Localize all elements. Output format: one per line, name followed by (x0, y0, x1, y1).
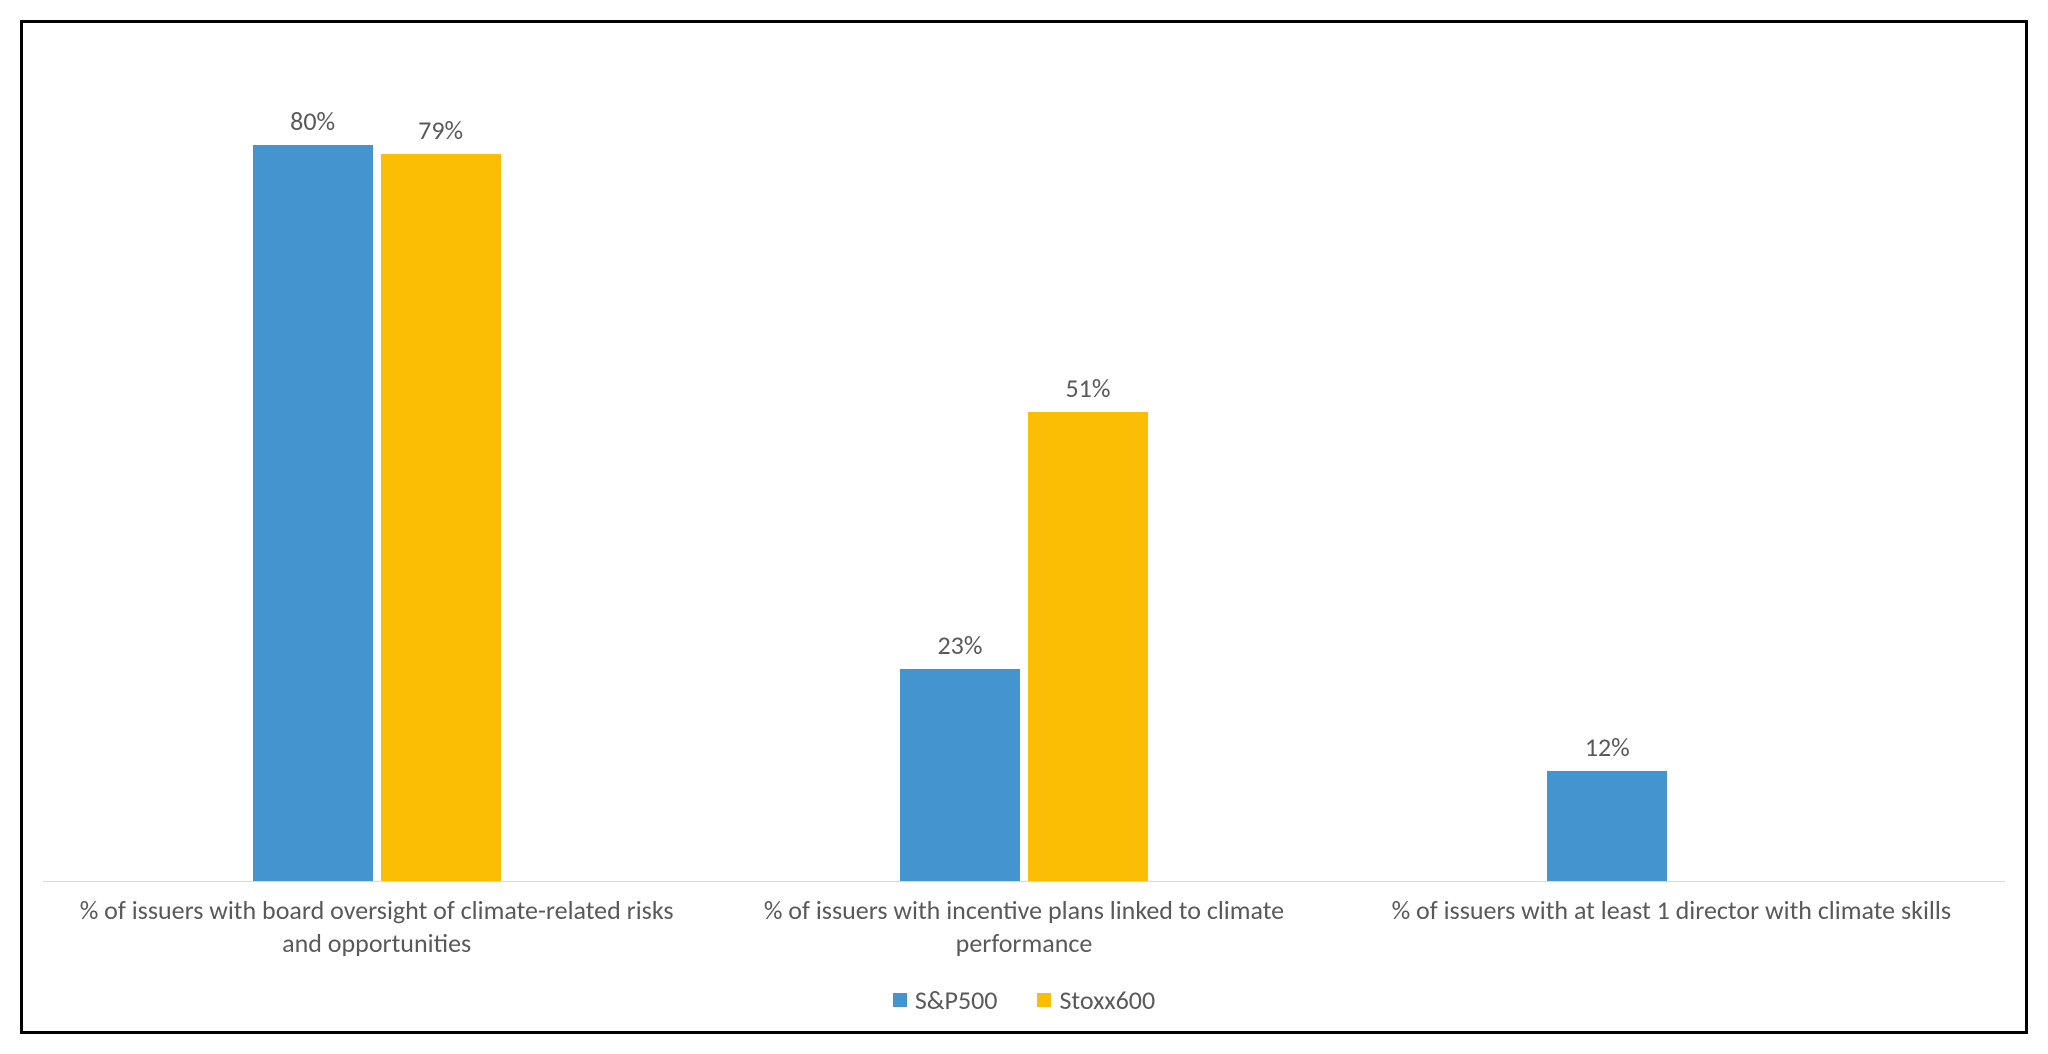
bar-group: 23% 51% (700, 53, 1347, 881)
bar-group: 12% (1348, 53, 1995, 881)
chart-container: 80% 79% 23% 51% 12% % of issuers with board … (20, 20, 2028, 1034)
bar (1547, 771, 1667, 881)
category-label: % of issuers with incentive plans linked… (700, 894, 1347, 959)
bar (253, 145, 373, 881)
legend-swatch (1037, 993, 1051, 1007)
bar-value-label: 23% (938, 629, 983, 661)
bar (900, 669, 1020, 881)
bar-wrap: 79% (381, 53, 501, 881)
legend-item: S&P500 (893, 984, 998, 1016)
bar (381, 154, 501, 881)
bar-wrap: 12% (1547, 53, 1667, 881)
bar-value-label: 51% (1066, 372, 1111, 404)
bar-value-label: 12% (1585, 731, 1630, 763)
bar-wrap (1675, 53, 1795, 881)
bar (1028, 412, 1148, 881)
bar-value-label: 80% (290, 105, 335, 137)
legend: S&P500 Stoxx600 (43, 959, 2005, 1016)
legend-label: S&P500 (915, 984, 998, 1016)
x-axis-labels: % of issuers with board oversight of cli… (43, 882, 2005, 959)
category-label: % of issuers with at least 1 director wi… (1348, 894, 1995, 959)
legend-label: Stoxx600 (1059, 984, 1155, 1016)
bar-value-label: 79% (418, 114, 463, 146)
bar-wrap: 80% (253, 53, 373, 881)
plot-area: 80% 79% 23% 51% 12% (43, 53, 2005, 882)
legend-swatch (893, 993, 907, 1007)
bar-group: 80% 79% (53, 53, 700, 881)
bar-wrap: 23% (900, 53, 1020, 881)
legend-item: Stoxx600 (1037, 984, 1155, 1016)
bar-wrap: 51% (1028, 53, 1148, 881)
category-label: % of issuers with board oversight of cli… (53, 894, 700, 959)
